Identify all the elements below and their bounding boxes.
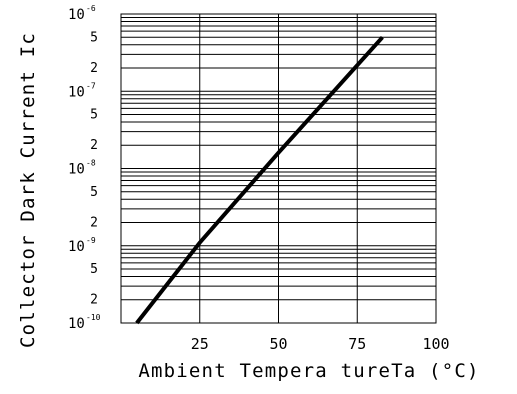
- y-tick-base: 10: [68, 84, 85, 100]
- y-axis-title: Collector Dark Current Ic: [17, 32, 39, 348]
- y-minor-label: 2: [90, 138, 98, 153]
- y-tick-base: 10: [68, 162, 85, 178]
- y-tick-exponent: -9: [86, 236, 96, 245]
- x-tick-label: 25: [191, 335, 209, 353]
- y-tick-base: 10: [68, 7, 85, 23]
- y-minor-label: 5: [90, 108, 98, 123]
- y-tick-label: 10 -8: [68, 159, 96, 178]
- y-minor-label: 5: [90, 30, 98, 45]
- y-tick-label: 10 -6: [68, 4, 96, 23]
- y-tick-exponent: -8: [86, 159, 96, 168]
- y-minor-label: 2: [90, 293, 98, 308]
- y-tick-base: 10: [68, 316, 85, 332]
- y-tick-exponent: -10: [86, 313, 101, 322]
- series-line: [135, 35, 384, 325]
- y-tick-exponent: -6: [86, 4, 96, 13]
- series-layer: [135, 35, 384, 325]
- grid: [121, 14, 437, 324]
- x-axis-ticks: 25 50 75 100: [191, 335, 450, 353]
- y-tick-label: 10 -10: [68, 313, 101, 332]
- x-tick-label: 100: [422, 335, 449, 353]
- y-tick-base: 10: [68, 239, 85, 255]
- y-minor-label: 2: [90, 61, 98, 76]
- x-tick-label: 50: [269, 335, 287, 353]
- y-tick-label: 10 -7: [68, 81, 96, 100]
- x-axis-title: Ambient Tempera tureTa (°C): [138, 360, 479, 382]
- y-tick-exponent: -7: [86, 81, 96, 90]
- x-tick-label: 75: [348, 335, 366, 353]
- y-minor-label: 5: [90, 185, 98, 200]
- y-minor-label: 2: [90, 215, 98, 230]
- y-tick-label: 10 -9: [68, 236, 96, 255]
- y-minor-label: 5: [90, 262, 98, 277]
- plot-frame: [120, 13, 437, 324]
